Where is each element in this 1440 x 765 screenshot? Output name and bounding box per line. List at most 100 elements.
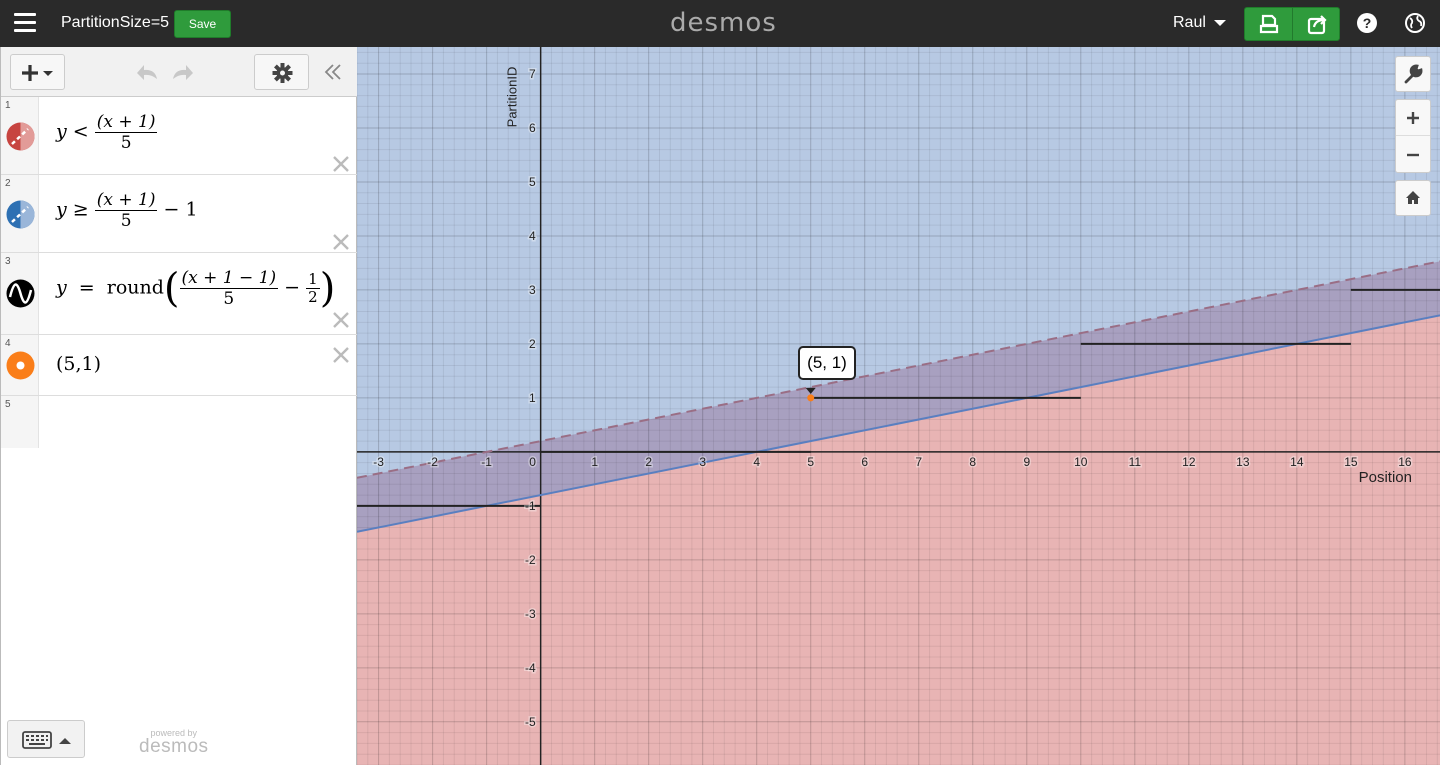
home-icon — [1406, 191, 1420, 204]
solid-lower-boundary — [357, 314, 1440, 533]
close-icon[interactable] — [331, 345, 351, 365]
expression-math: y = round( (x + 1 − 1) 5 − 1 2 ) — [56, 268, 335, 309]
expression-tab: 2 — [1, 175, 39, 252]
math-paren-open: ( — [163, 265, 180, 312]
add-expression-button[interactable] — [10, 54, 65, 90]
powered-by-text: powered by — [150, 728, 198, 738]
hamburger-icon[interactable] — [14, 13, 36, 33]
y-tick-label: 2 — [529, 337, 536, 351]
user-menu[interactable]: Raul — [1173, 14, 1226, 32]
x-axis-label: Position — [1359, 469, 1412, 486]
default-view-button[interactable] — [1395, 180, 1431, 216]
axes — [357, 47, 1440, 765]
x-tick-label: 2 — [645, 455, 652, 469]
overlap-region — [357, 261, 1440, 532]
x-tick-label: 10 — [1074, 455, 1088, 469]
close-icon[interactable] — [331, 232, 351, 252]
expression-toolbar — [1, 47, 357, 97]
x-tick-label: 9 — [1023, 455, 1030, 469]
x-tick-label: 16 — [1398, 455, 1412, 469]
math-tail: − 1 — [163, 198, 198, 221]
wave-icon[interactable] — [6, 279, 35, 308]
graph-settings-button[interactable] — [1395, 56, 1431, 92]
math-relation: = — [78, 276, 95, 299]
keypad-toggle-button[interactable] — [7, 720, 85, 758]
math-half-numerator: 1 — [306, 270, 320, 289]
keyboard-icon — [22, 731, 71, 749]
graph-title[interactable]: PartitionSize=5 — [61, 14, 170, 31]
expression-index: 4 — [5, 338, 11, 349]
math-fraction: (x + 1) 5 — [94, 190, 158, 231]
powered-by-logo: desmos — [139, 736, 209, 757]
x-tick-label: -2 — [427, 455, 438, 469]
point-label-tooltip[interactable]: (5, 1) — [798, 346, 856, 380]
expression-index: 1 — [5, 100, 11, 111]
math-lhs: y — [56, 198, 67, 221]
y-tick-label: 7 — [529, 67, 536, 81]
settings-button[interactable] — [254, 54, 309, 90]
x-tick-label: 6 — [861, 455, 868, 469]
print-icon — [1259, 14, 1279, 34]
caret-down-icon — [1213, 19, 1226, 26]
y-tick-label: 6 — [529, 121, 536, 135]
help-icon[interactable]: ? — [1356, 12, 1378, 34]
dashed-region-icon[interactable] — [6, 122, 35, 151]
math-denominator: 5 — [120, 133, 132, 153]
math-lhs: y — [56, 120, 67, 143]
zoom-in-button[interactable] — [1396, 100, 1430, 136]
y-tick-label: -3 — [525, 607, 536, 621]
undo-icon[interactable] — [135, 61, 161, 83]
expression-math: y ≥ (x + 1) 5 − 1 — [56, 190, 198, 231]
plus-icon — [1407, 112, 1419, 124]
powered-by-desmos[interactable]: powered by desmos — [139, 728, 209, 758]
y-tick-label: 5 — [529, 175, 536, 189]
curves — [357, 260, 1440, 533]
expression-row-5[interactable]: 5 — [1, 396, 357, 448]
y-tick-label: 1 — [529, 391, 536, 405]
y-tick-label: -4 — [525, 661, 536, 675]
tooltip-pointer — [805, 387, 816, 394]
x-tick-label: 1 — [591, 455, 598, 469]
x-tick-label: 11 — [1129, 455, 1142, 469]
print-button[interactable] — [1245, 8, 1293, 40]
close-icon[interactable] — [331, 154, 351, 174]
expression-row-3[interactable]: 3 y = round( (x + 1 − 1) 5 − 1 2 ) — [1, 253, 357, 335]
dashed-region-icon[interactable] — [6, 200, 35, 229]
save-button[interactable]: Save — [174, 10, 231, 38]
math-relation: ≥ — [72, 198, 89, 221]
x-tick-label: -1 — [481, 455, 492, 469]
x-tick-label: 14 — [1290, 455, 1304, 469]
globe-icon[interactable] — [1404, 12, 1426, 34]
math-fraction: (x + 1 − 1) 5 — [179, 268, 279, 309]
y-tick-label: 4 — [529, 229, 536, 243]
point-icon[interactable] — [6, 351, 35, 380]
svg-text:?: ? — [1363, 15, 1372, 31]
expression-math: y < (x + 1) 5 — [56, 112, 158, 153]
user-name: Raul — [1173, 14, 1206, 31]
graph-canvas[interactable]: -3 -2 -1 0 1 2 3 4 5 6 7 8 9 10 11 12 13 14 15 16-5-4-3-2-1… — [357, 47, 1440, 765]
math-fraction: (x + 1) 5 — [94, 112, 158, 153]
x-tick-label: 13 — [1236, 455, 1250, 469]
math-function: round — [106, 276, 164, 299]
share-button[interactable] — [1293, 8, 1341, 40]
x-tick-label: 15 — [1344, 455, 1358, 469]
close-icon[interactable] — [331, 310, 351, 330]
share-button-group — [1244, 7, 1340, 41]
math-half-fraction: 1 2 — [306, 271, 320, 306]
y-tick-label: -1 — [525, 499, 536, 513]
x-tick-label: 5 — [807, 455, 814, 469]
zoom-out-button[interactable] — [1396, 137, 1430, 173]
expression-panel: 1 y < (x + 1) 5 2 — [0, 47, 357, 765]
expression-row-1[interactable]: 1 y < (x + 1) 5 — [1, 97, 357, 175]
expression-row-2[interactable]: 2 y ≥ (x + 1) 5 − 1 — [1, 175, 357, 253]
y-tick-label: -2 — [525, 553, 536, 567]
x-tick-label: 7 — [915, 455, 922, 469]
collapse-panel-icon[interactable] — [322, 61, 344, 83]
x-tick-label: 3 — [699, 455, 706, 469]
redo-icon[interactable] — [169, 61, 195, 83]
inequality-regions — [357, 47, 1440, 765]
graph-paper[interactable]: -3 -2 -1 0 1 2 3 4 5 6 7 8 9 10 11 12 13 14 15 16 -5 -4 -3 -2 -1… — [357, 47, 1440, 765]
expression-math: (5,1) — [56, 353, 102, 375]
expression-row-4[interactable]: 4 (5,1) — [1, 335, 357, 396]
